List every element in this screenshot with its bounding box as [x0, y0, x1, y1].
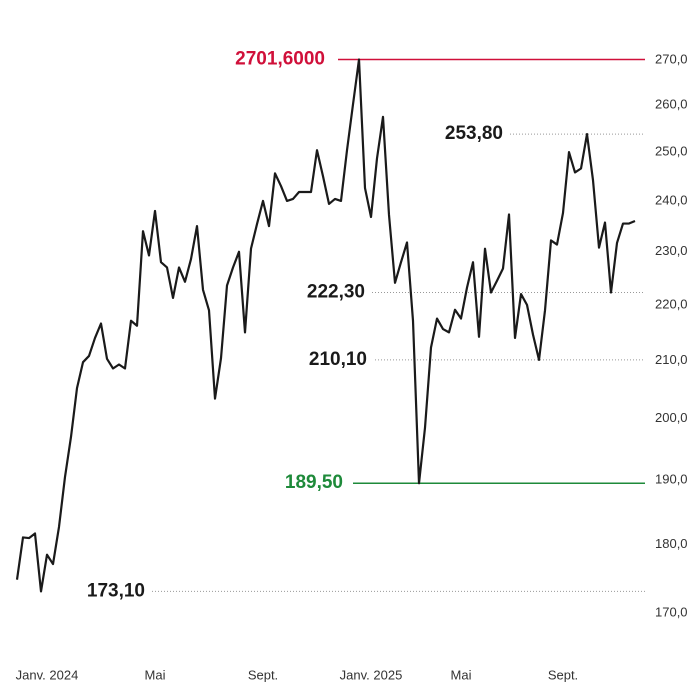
y-tick-label: 200,0: [655, 410, 688, 425]
x-tick-label: Sept.: [548, 667, 578, 682]
x-tick-label: Mai: [451, 667, 472, 682]
y-tick-label: 170,0: [655, 604, 688, 619]
y-tick-label: 190,0: [655, 472, 688, 487]
y-tick-label: 270,0: [655, 52, 688, 67]
y-tick-label: 250,0: [655, 144, 688, 159]
annotation-label: 222,30: [307, 281, 365, 302]
y-tick-label: 240,0: [655, 192, 688, 207]
x-tick-label: Janv. 2024: [16, 667, 79, 682]
annotation-label: 173,10: [87, 580, 145, 601]
annotation-label: 253,80: [445, 123, 503, 144]
price-line: [15, 58, 636, 593]
annotation-label: 210,10: [309, 349, 367, 370]
annotation-label: 2701,6000: [235, 48, 325, 69]
x-tick-label: Janv. 2025: [340, 667, 403, 682]
x-tick-label: Sept.: [248, 667, 278, 682]
annotation-label: 189,50: [285, 472, 343, 493]
x-tick-label: Mai: [145, 667, 166, 682]
y-tick-label: 260,0: [655, 97, 688, 112]
y-tick-label: 180,0: [655, 536, 688, 551]
y-tick-label: 210,0: [655, 352, 688, 367]
y-tick-label: 230,0: [655, 243, 688, 258]
y-tick-label: 220,0: [655, 296, 688, 311]
